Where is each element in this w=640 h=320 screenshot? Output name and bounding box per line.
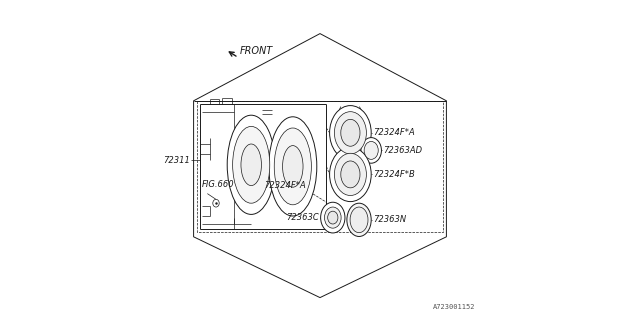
Ellipse shape bbox=[347, 203, 371, 236]
Ellipse shape bbox=[282, 146, 303, 187]
Text: 72324F*A: 72324F*A bbox=[264, 181, 306, 190]
Ellipse shape bbox=[212, 199, 219, 207]
Ellipse shape bbox=[330, 147, 371, 202]
Text: 72363C: 72363C bbox=[287, 213, 319, 222]
Text: 72363AD: 72363AD bbox=[383, 146, 422, 155]
Text: FRONT: FRONT bbox=[240, 46, 273, 56]
Ellipse shape bbox=[364, 141, 378, 159]
Ellipse shape bbox=[334, 153, 366, 196]
Text: 72324F*B: 72324F*B bbox=[372, 170, 415, 179]
Text: A723001152: A723001152 bbox=[433, 304, 475, 310]
Ellipse shape bbox=[241, 144, 262, 186]
Ellipse shape bbox=[361, 138, 381, 163]
Ellipse shape bbox=[233, 126, 270, 203]
Text: 72363N: 72363N bbox=[372, 215, 406, 224]
Ellipse shape bbox=[340, 161, 360, 188]
Ellipse shape bbox=[328, 211, 338, 224]
Text: 72311: 72311 bbox=[163, 156, 189, 164]
Ellipse shape bbox=[350, 207, 368, 233]
Ellipse shape bbox=[330, 106, 371, 160]
Ellipse shape bbox=[274, 128, 311, 205]
Ellipse shape bbox=[324, 207, 341, 228]
Ellipse shape bbox=[321, 202, 345, 233]
Text: FIG.660: FIG.660 bbox=[202, 180, 234, 189]
Ellipse shape bbox=[334, 112, 366, 154]
Ellipse shape bbox=[269, 117, 317, 216]
Ellipse shape bbox=[340, 119, 360, 146]
Text: 72324F*A: 72324F*A bbox=[372, 128, 415, 137]
Ellipse shape bbox=[227, 115, 275, 214]
Polygon shape bbox=[193, 34, 447, 298]
